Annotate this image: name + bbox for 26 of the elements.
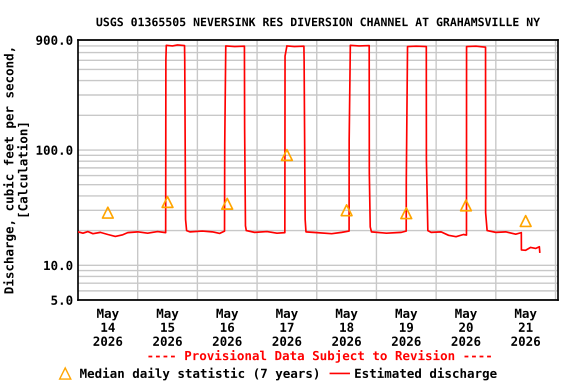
point — [519, 214, 532, 228]
x-tick-label: May 15 2026 — [153, 308, 182, 346]
x-tick-label: May 19 2026 — [392, 308, 421, 346]
point — [102, 206, 114, 219]
x-tick-label: May 21 2026 — [511, 308, 540, 346]
line-series — [78, 44, 541, 253]
x-tick-label: May 17 2026 — [272, 308, 302, 346]
point — [460, 199, 472, 212]
point — [280, 148, 294, 162]
y-axis-title: Discharge, cubic feet per second, [Calculation] — [3, 48, 30, 294]
legend-label: Estimated discharge — [355, 368, 497, 380]
point — [161, 196, 174, 208]
y-tick-label: 100.0 — [36, 145, 72, 155]
y-tick-label: 5.0 — [51, 295, 72, 305]
x-tick-label: May 16 2026 — [212, 308, 242, 346]
point — [400, 206, 413, 220]
x-tick-label: May 18 2026 — [332, 308, 361, 346]
text: ---- Provisional Data Subject to Revision ---- — [148, 350, 491, 363]
y-tick-label: 900.0 — [36, 35, 72, 45]
x-tick-label: May 14 2026 — [93, 308, 122, 346]
y-tick-label: 10.0 — [44, 260, 72, 270]
point — [340, 204, 353, 217]
point — [221, 198, 234, 210]
x-tick-label: May 20 2026 — [452, 308, 480, 346]
chart-title: USGS 01365505 NEVERSINK RES DIVERSION CHANNEL AT GRAHAMSVILLE NY — [96, 18, 540, 26]
legend-label: Median daily statistic (7 years) — [80, 368, 318, 380]
